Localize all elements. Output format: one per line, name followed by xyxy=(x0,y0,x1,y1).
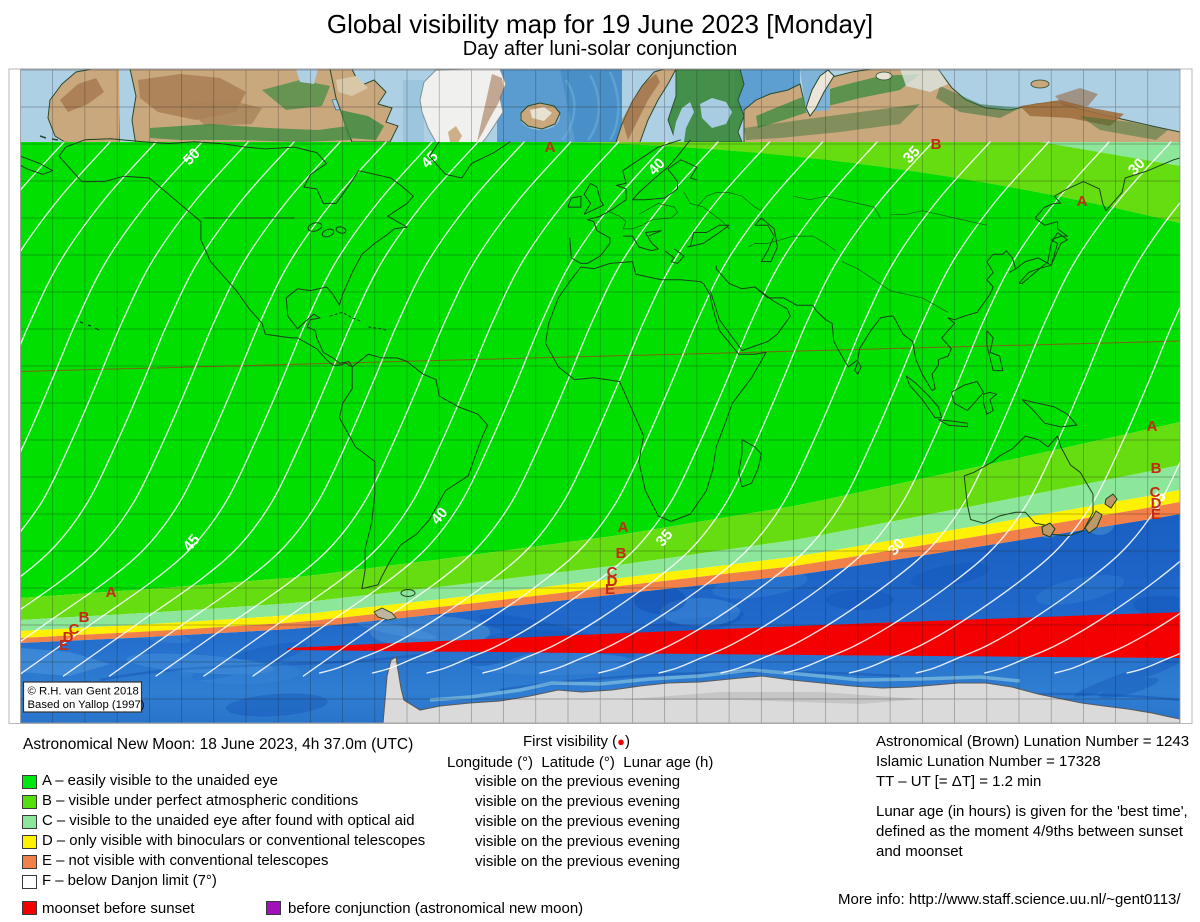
svg-text:C: C xyxy=(69,621,80,638)
svg-text:C: C xyxy=(1150,484,1161,501)
svg-text:A: A xyxy=(1077,193,1088,210)
svg-text:Based on Yallop (1997): Based on Yallop (1997) xyxy=(28,699,145,711)
svg-text:D: D xyxy=(1151,495,1162,512)
svg-text:A: A xyxy=(1147,418,1158,435)
svg-text:© R.H. van Gent 2018: © R.H. van Gent 2018 xyxy=(28,686,139,698)
svg-text:E: E xyxy=(605,581,615,598)
svg-text:B: B xyxy=(1151,460,1162,477)
svg-text:D: D xyxy=(607,573,618,590)
svg-text:25: 25 xyxy=(1147,489,1170,512)
svg-text:D: D xyxy=(63,629,74,646)
svg-text:B: B xyxy=(79,609,90,626)
svg-text:A: A xyxy=(618,519,629,536)
svg-text:C: C xyxy=(607,564,618,581)
svg-text:B: B xyxy=(931,136,942,153)
svg-text:A: A xyxy=(545,139,556,156)
svg-text:E: E xyxy=(59,637,69,654)
svg-text:E: E xyxy=(1151,506,1161,523)
svg-text:A: A xyxy=(106,584,117,601)
svg-text:B: B xyxy=(616,545,627,562)
